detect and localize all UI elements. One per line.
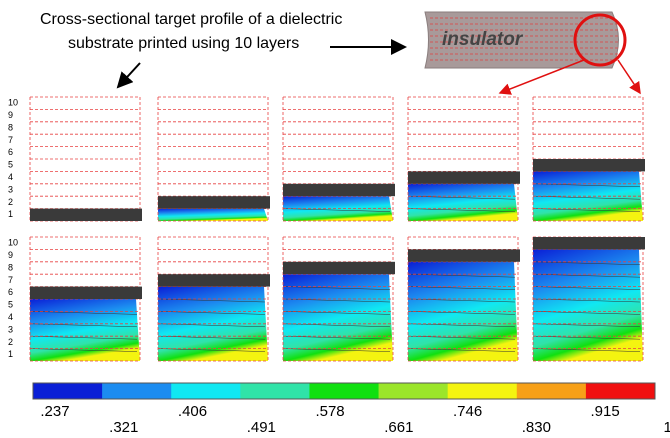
figure: Cross-sectional target profile of a diel… — [0, 0, 670, 438]
layer-label: 10 — [8, 238, 18, 248]
colorbar-segment — [586, 383, 656, 399]
colorbar-label: .746 — [453, 403, 482, 420]
colorbar: .237 .321 .406 .491 .578 .661 .746 .830 .915 1.0 — [33, 383, 670, 436]
layer-label: 8 — [8, 262, 13, 272]
colorbar-label: .321 — [109, 419, 138, 436]
colorbar-label: .661 — [384, 419, 413, 436]
panel — [158, 237, 270, 361]
field-fill — [533, 249, 643, 361]
layer-label: 2 — [8, 337, 13, 347]
layer-label: 8 — [8, 122, 13, 132]
caption-line: substrate printed using 10 layers — [68, 35, 299, 52]
colorbar-label: 1.0 — [663, 419, 670, 436]
colorbar-segment — [102, 383, 172, 399]
layer-label: 10 — [8, 98, 18, 108]
insulator-label: insulator — [442, 29, 524, 50]
layer-label: 1 — [8, 209, 13, 219]
field-fill — [408, 184, 518, 221]
colorbar-segment — [240, 383, 310, 399]
colorbar-segment — [517, 383, 587, 399]
panel — [408, 237, 520, 361]
panel — [158, 97, 270, 221]
colorbar-segment — [171, 383, 241, 399]
layer-label: 7 — [8, 275, 13, 285]
printed-layer — [30, 209, 142, 221]
panel — [533, 237, 645, 361]
layer-label: 5 — [8, 160, 13, 170]
colorbar-segment — [448, 383, 518, 399]
panels: 1 2 3 4 5 6 7 8 9 10 1 2 3 4 5 6 7 8 9 10 — [8, 97, 645, 361]
field-fill — [158, 209, 268, 221]
panel — [30, 237, 142, 361]
printed-layer — [533, 237, 645, 249]
colorbar-label: .578 — [315, 403, 344, 420]
colorbar-label: .915 — [591, 403, 620, 420]
layer-label: 9 — [8, 110, 13, 120]
colorbar-segment — [379, 383, 449, 399]
layer-label: 3 — [8, 324, 13, 334]
printed-layer — [283, 262, 395, 274]
printed-layer — [30, 287, 142, 299]
printed-layer — [408, 171, 520, 183]
printed-layer — [408, 249, 520, 261]
insulator-image: insulator — [425, 12, 640, 93]
colorbar-label: .237 — [40, 403, 69, 420]
layer-label: 7 — [8, 135, 13, 145]
field-fill — [30, 299, 140, 361]
panel — [408, 97, 520, 221]
panel — [533, 97, 645, 221]
layer-label: 3 — [8, 184, 13, 194]
panel — [283, 97, 395, 221]
layer-label: 4 — [8, 312, 13, 322]
layer-label: 1 — [8, 349, 13, 359]
printed-layer — [158, 274, 270, 286]
layer-label: 9 — [8, 250, 13, 260]
panel — [30, 97, 142, 221]
layer-label: 6 — [8, 287, 13, 297]
colorbar-label: .830 — [522, 419, 551, 436]
layer-label: 6 — [8, 147, 13, 157]
printed-layer — [158, 196, 270, 208]
panel — [283, 237, 395, 361]
printed-layer — [283, 184, 395, 196]
arrow — [118, 63, 140, 87]
colorbar-segment — [309, 383, 379, 399]
colorbar-label: .406 — [178, 403, 207, 420]
caption-line: Cross-sectional target profile of a diel… — [40, 11, 342, 28]
printed-layer — [533, 159, 645, 171]
layer-label: 2 — [8, 197, 13, 207]
colorbar-segment — [33, 383, 103, 399]
layer-label: 4 — [8, 172, 13, 182]
layer-label: 5 — [8, 300, 13, 310]
colorbar-label: .491 — [247, 419, 276, 436]
